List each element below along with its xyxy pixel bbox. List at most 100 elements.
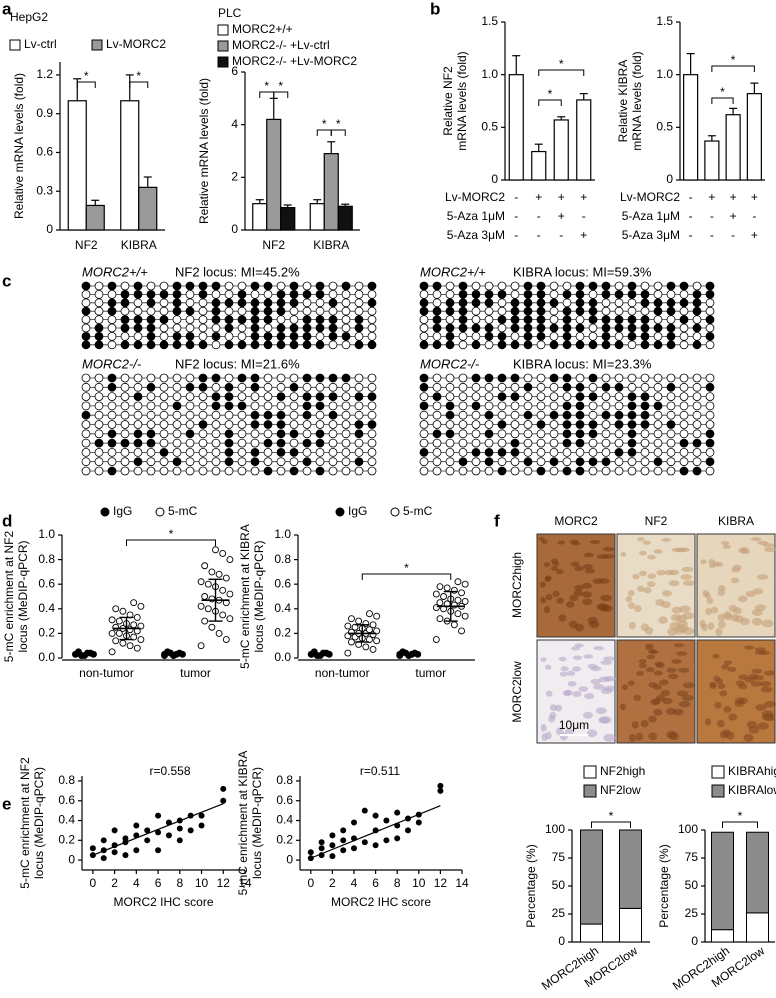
cpg-site [419,323,429,333]
cpg-site [172,306,182,316]
cpg-site [536,340,546,350]
cpg-site [94,401,104,411]
bar-segment [711,929,734,943]
cpg-site [250,392,260,402]
ihc-cell [718,620,726,629]
cpg-site [510,298,520,308]
cpg-site [198,420,208,429]
cpg-site [484,438,494,448]
cpg-site [81,382,91,392]
cpg-site [81,281,91,291]
cpg-site [237,438,247,448]
data-point [318,839,325,846]
cpg-site [536,323,546,333]
methylation-genotype: MORC2+/+ [420,264,486,279]
cpg-site [302,289,312,299]
condition-sign: + [751,190,758,204]
cpg-site [471,373,481,383]
cpg-site [471,420,481,429]
cpg-site [575,373,585,383]
condition-sign: - [710,228,714,242]
cpg-site [653,457,663,467]
ihc-cell [586,729,598,738]
cpg-site [692,289,702,299]
cpg-site [536,401,546,411]
legend-label: NF2low [600,783,641,797]
data-point [383,837,390,844]
bar [67,100,87,231]
cpg-site [211,447,221,457]
ihc-cell [625,595,633,603]
ihc-cell [653,670,663,676]
x-tick-label: 12 [434,876,448,890]
cpg-site [666,289,676,299]
significance-label: * [278,79,283,93]
cpg-site [666,281,676,291]
cpg-site [367,373,377,383]
ihc-cell [628,621,636,630]
ihc-cell [628,733,636,742]
cpg-site [666,429,676,439]
cpg-site [705,331,715,341]
cpg-site [120,373,130,383]
ihc-cell [762,543,775,548]
bar [725,114,741,181]
cpg-site [471,438,481,448]
data-point [369,621,377,629]
y-axis-label: locus (MeDIP-qPCR) [32,767,46,879]
cpg-site [367,331,377,341]
data-point [372,842,379,849]
condition-label: 5-Aza 1μM [622,209,680,223]
cpg-site [133,447,143,457]
cpg-site [354,289,364,299]
cpg-site [432,466,442,476]
ihc-cell [620,552,627,557]
cpg-site [94,382,104,392]
cpg-site [562,438,572,448]
cpg-site [250,289,260,299]
ihc-cell [545,690,553,697]
cpg-site [679,392,689,402]
cpg-site [705,315,715,325]
ihc-cell [627,680,635,687]
data-point [366,636,373,643]
cpg-site [614,401,624,411]
cpg-site [146,373,156,383]
cpg-site [523,298,533,308]
cpg-site [107,281,117,291]
cpg-site [315,289,325,299]
cpg-site [549,281,559,291]
cpg-site [354,323,364,333]
cpg-site [224,298,234,308]
legend-swatch [217,40,229,52]
y-tick-label: 0.2 [276,832,293,846]
data-point [176,837,183,844]
cpg-site [419,382,429,392]
cpg-site [172,447,182,457]
data-point [122,835,129,842]
cpg-site [211,373,221,383]
y-axis-label: locus (MeDIP-qPCR) [252,540,266,652]
cpg-site [419,392,429,402]
cpg-site [458,298,468,308]
data-point [369,645,377,653]
cpg-site [159,457,169,467]
cpg-site [458,331,468,341]
ihc-cell [573,590,584,597]
cpg-site [458,466,468,476]
cpg-site [666,410,676,420]
significance-bracket [591,821,631,828]
condition-sign: + [708,190,715,204]
cpg-site [705,340,715,350]
cpg-site [692,429,702,439]
cpg-site [172,457,182,467]
cpg-site [588,331,598,341]
cpg-site [146,392,156,402]
ihc-cell [642,540,651,545]
panel-letter: e [2,794,11,813]
cpg-site [211,401,221,411]
cpg-site [159,392,169,402]
cpg-site [679,410,689,420]
cpg-site [237,331,247,341]
ihc-cell [730,577,740,584]
